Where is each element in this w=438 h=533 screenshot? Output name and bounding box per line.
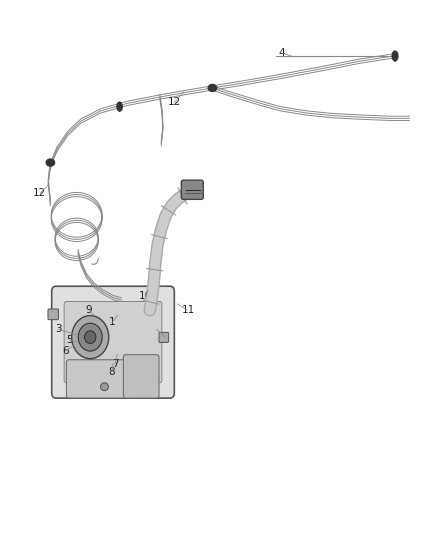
FancyBboxPatch shape — [64, 302, 162, 383]
Ellipse shape — [46, 159, 55, 166]
Text: 12: 12 — [167, 98, 180, 107]
Text: 4: 4 — [278, 49, 285, 58]
FancyBboxPatch shape — [124, 355, 159, 398]
Text: 10: 10 — [139, 291, 152, 301]
Text: 12: 12 — [33, 188, 46, 198]
FancyBboxPatch shape — [48, 309, 59, 320]
Text: 9: 9 — [161, 332, 168, 342]
Ellipse shape — [392, 51, 398, 61]
Text: 7: 7 — [112, 359, 118, 368]
Ellipse shape — [101, 383, 109, 391]
Text: 5: 5 — [67, 335, 73, 345]
Text: 1: 1 — [109, 318, 115, 327]
FancyArrowPatch shape — [394, 59, 396, 61]
FancyArrowPatch shape — [119, 110, 120, 111]
Ellipse shape — [208, 84, 217, 92]
FancyBboxPatch shape — [159, 333, 169, 343]
Text: 8: 8 — [109, 367, 115, 377]
FancyBboxPatch shape — [52, 286, 174, 398]
Text: 11: 11 — [182, 305, 195, 315]
Ellipse shape — [78, 323, 102, 351]
Text: 2: 2 — [184, 182, 191, 191]
Text: 3: 3 — [55, 325, 61, 334]
Ellipse shape — [117, 102, 122, 111]
Ellipse shape — [85, 331, 96, 343]
Text: 6: 6 — [62, 346, 69, 356]
Text: 9: 9 — [85, 305, 92, 315]
Ellipse shape — [72, 316, 109, 359]
FancyBboxPatch shape — [67, 360, 139, 398]
FancyBboxPatch shape — [181, 180, 203, 199]
